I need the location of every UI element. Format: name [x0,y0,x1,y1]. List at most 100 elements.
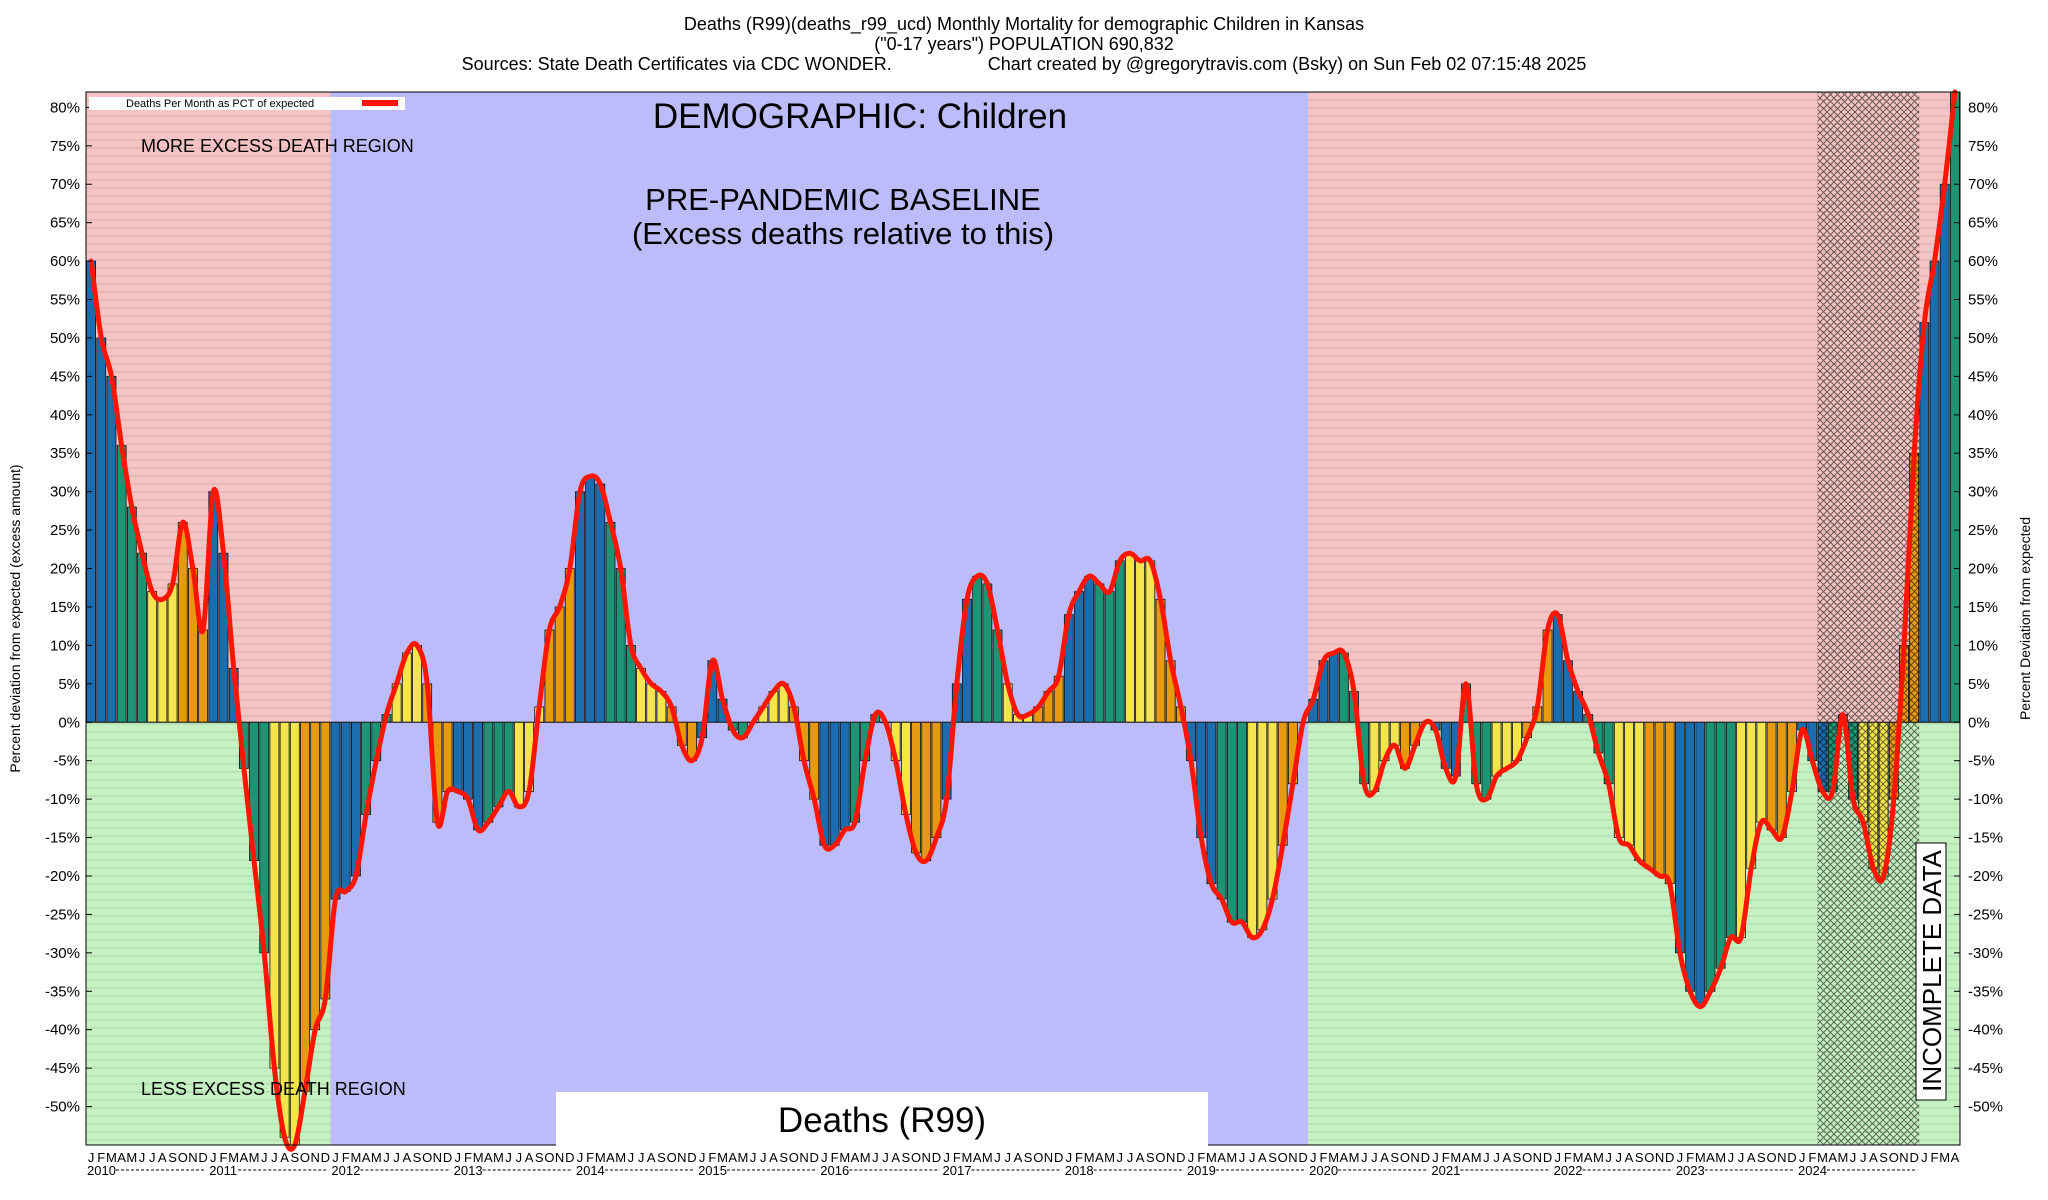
x-tick-month-label: A [1951,1150,1960,1165]
x-tick-month-label: J [699,1150,706,1165]
x-tick-month-label: N [922,1150,931,1165]
x-tick-month-label: J [383,1150,390,1165]
x-tick-month-label: D [810,1150,819,1165]
x-tick-month-label: D [1909,1150,1918,1165]
x-tick-month-label: A [1706,1150,1715,1165]
bar [1114,560,1125,723]
x-tick-month-label: D [443,1150,452,1165]
y-tick-label-left: 20% [50,561,80,578]
y-tick-label-right: 80% [1968,99,1998,116]
x-tick-month-label: D [565,1150,574,1165]
x-tick-month-label: J [1728,1150,1735,1165]
x-tick-month-label: A [851,1150,860,1165]
x-tick-month-label: O [1767,1150,1777,1165]
bar [931,721,942,838]
x-tick-month-label: J [1371,1150,1378,1165]
x-tick-month-label: M [473,1150,484,1165]
x-tick-month-label: S [1635,1150,1644,1165]
more-excess-region-label: MORE EXCESS DEATH REGION [141,136,414,156]
x-tick-month-label: F [1564,1150,1572,1165]
x-tick-month-label: A [1258,1150,1267,1165]
x-tick-month-label: O [789,1150,799,1165]
y-tick-label-left: -15% [45,830,80,847]
y-tick-label-left: 0% [58,714,80,731]
bar [1644,721,1655,869]
x-tick-month-label: N [1899,1150,1908,1165]
x-tick-year-label: 2020 [1309,1163,1338,1178]
x-tick-month-label: J [332,1150,339,1165]
bar [911,721,921,854]
y-tick-label-left: 10% [50,637,80,654]
x-tick-month-label: A [1380,1150,1389,1165]
x-tick-month-label: N [1288,1150,1297,1165]
x-tick-year-label: 2012 [331,1163,360,1178]
y-tick-label-left: -35% [45,983,80,1000]
incomplete-data-overlay [1817,92,1920,1145]
x-tick-month-label: M [737,1150,748,1165]
x-tick-month-label: O [1155,1150,1165,1165]
bar [1206,721,1217,885]
baseline-region [330,92,1309,1145]
bar [330,721,341,900]
x-tick-month-label: D [1787,1150,1796,1165]
x-tick-month-label: J [1361,1150,1368,1165]
x-tick-month-label: D [1176,1150,1185,1165]
bar [1756,721,1767,823]
bar [493,721,504,808]
x-tick-month-label: J [393,1150,400,1165]
y-tick-label-left: 60% [50,253,80,270]
x-tick-month-label: J [1677,1150,1684,1165]
bar [1491,721,1502,777]
x-tick-month-label: M [1573,1150,1584,1165]
bar [921,721,932,862]
x-tick-month-label: S [535,1150,544,1165]
x-tick-month-label: M [1939,1150,1950,1165]
bar [310,721,321,1031]
x-tick-month-label: J [1850,1150,1857,1165]
x-tick-month-label: J [1249,1150,1256,1165]
x-tick-month-label: O [1400,1150,1410,1165]
x-tick-month-label: M [371,1150,382,1165]
x-tick-month-label: S [1513,1150,1522,1165]
chart-credit-text: Chart created by @gregorytravis.com (Bsk… [987,54,1587,74]
x-tick-month-label: O [667,1150,677,1165]
x-tick-month-label: S [779,1150,788,1165]
bar [106,375,117,723]
y-tick-label-right: 40% [1968,407,1998,424]
x-tick-month-label: J [1188,1150,1195,1165]
legend-box [89,97,405,110]
bar [1695,721,1706,1008]
x-tick-month-label: F [1197,1150,1205,1165]
y-tick-label-right: 50% [1968,330,1998,347]
x-tick-month-label: J [1310,1150,1317,1165]
y-tick-label-right: -5% [1968,753,1995,770]
x-tick-month-label: J [210,1150,217,1165]
x-tick-month-label: O [178,1150,188,1165]
y-tick-label-right: 25% [1968,522,1998,539]
x-tick-month-label: J [516,1150,523,1165]
x-tick-month-label: M [1471,1150,1482,1165]
y-tick-label-right: -40% [1968,1022,2003,1039]
x-tick-month-label: S [1146,1150,1155,1165]
bar [442,721,453,792]
y-tick-label-left: 65% [50,215,80,232]
bar [96,337,107,723]
y-tick-label-left: 25% [50,522,80,539]
bar [300,721,310,1092]
y-tick-label-left: 5% [58,676,80,693]
x-tick-month-label: A [1136,1150,1145,1165]
bar [1929,260,1940,723]
bar [157,598,168,723]
x-tick-month-label: M [1226,1150,1237,1165]
x-tick-month-label: J [271,1150,278,1165]
x-tick-month-label: M [249,1150,260,1165]
x-tick-month-label: S [1268,1150,1277,1165]
x-tick-month-label: F [1931,1150,1939,1165]
y-tick-label-left: -50% [45,1099,80,1116]
x-tick-month-label: J [1066,1150,1073,1165]
bar [646,683,657,723]
x-tick-month-label: S [1879,1150,1888,1165]
bar [1624,721,1634,846]
chart-title: DEMOGRAPHIC: Children [653,97,1067,136]
x-tick-year-label: 2022 [1554,1163,1583,1178]
